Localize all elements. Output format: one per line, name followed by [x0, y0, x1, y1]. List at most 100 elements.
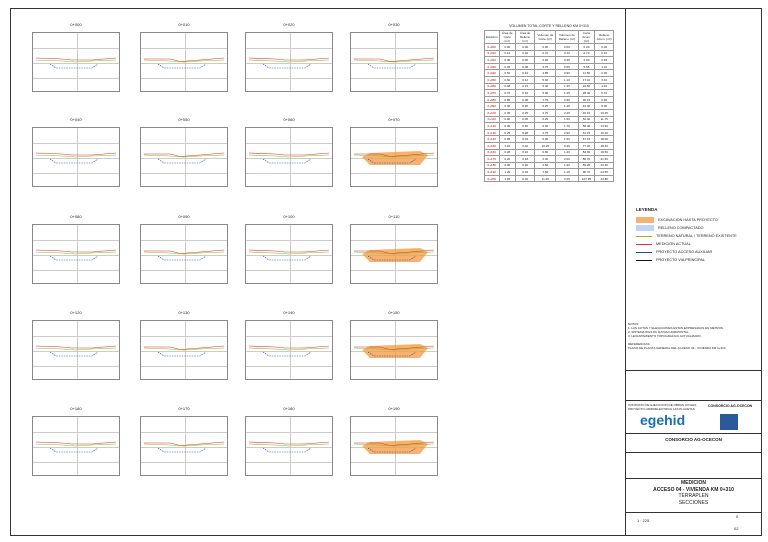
excavation-area: [362, 440, 428, 454]
cross-section: 0+160: [32, 406, 120, 484]
table-cell: 1.50: [555, 115, 579, 124]
measurement-line: [248, 249, 330, 253]
legend-swatch: [636, 243, 652, 245]
drawing-type: MEDICION: [681, 480, 706, 486]
terrain-line: [353, 443, 435, 447]
table-cell: 18.30: [594, 141, 614, 150]
table-cell: 0+130: [484, 128, 500, 137]
terrain-line: [143, 59, 225, 63]
section-profile: [143, 152, 225, 164]
terrain-line: [248, 347, 330, 351]
table-cell: 6.00: [534, 135, 557, 143]
revision-block: [625, 370, 762, 401]
table-cell: 0.30: [498, 161, 516, 170]
section-title: 0+180: [283, 406, 295, 411]
note-line: 3. LEVANTAMIENTO TOPOGRAFICO ACTUALIZADO…: [628, 334, 702, 338]
table-row: 0+040 0.52 0.10 4.85 0.90 11.50 2.00: [484, 69, 614, 77]
consortium-header: CONSORCIO AG-OCECON: [708, 404, 753, 408]
measurement-line: [248, 57, 330, 61]
project-line: [157, 351, 207, 357]
measurement-line: [248, 152, 330, 156]
terrain-line: [353, 59, 435, 63]
cross-section: 0+030: [350, 22, 438, 100]
table-cell: 0+140: [484, 135, 500, 143]
table-row: 0+200 1.05 0.02 11.25 0.25 107.95 24.80: [484, 174, 614, 183]
table-cell: 1.05: [498, 174, 516, 183]
table-row: 0+100 0.35 0.25 3.75 2.25 46.15 10.25: [484, 108, 614, 117]
drawing-sub1: TERRAPLEN: [678, 493, 709, 499]
table-header-row: Estación Área de Corte (m²) Área de Rellen…: [484, 30, 614, 44]
legend-swatch: [636, 259, 652, 261]
project-line: [367, 447, 417, 453]
table-cell: 28.40: [577, 89, 596, 97]
table-cell: 0.10: [514, 69, 536, 77]
table-cell: 1.60: [555, 135, 579, 143]
project-line: [157, 447, 207, 453]
section-title: 0+040: [70, 117, 82, 122]
table-cell: 0+060: [484, 82, 500, 91]
table-cell: 77.40: [577, 141, 596, 150]
table-cell: 0.00: [577, 43, 596, 51]
table-cell: 0+070: [484, 89, 500, 97]
section-profile: [35, 57, 117, 69]
table-cell: 0.30: [555, 141, 579, 150]
project-line: [49, 63, 99, 69]
table-cell: 0.25: [514, 108, 536, 117]
table-cell: 0.30: [514, 122, 536, 130]
egehid-logo: egehid: [640, 412, 686, 428]
table-cell: 0+010: [484, 49, 500, 58]
section-profile: [248, 345, 330, 357]
terrain-line: [353, 154, 435, 158]
table-cell: 0+180: [484, 161, 500, 170]
section-profile: [143, 57, 225, 69]
notes: NOTAS: 1. LAS COTAS Y ELEVACIONES ESTAN …: [628, 322, 756, 350]
table-cell: 0.70: [498, 89, 516, 97]
project-line: [262, 447, 312, 453]
table-cell: 10.25: [594, 108, 614, 117]
table-cell: 0.08: [514, 95, 536, 104]
section-profile: [35, 249, 117, 261]
terrain-line: [353, 251, 435, 255]
measurement-line: [35, 152, 117, 156]
table-cell: 0.14: [498, 49, 516, 58]
table-row: 0+010 0.14 0.02 0.70 0.10 0.70 0.10: [484, 49, 614, 58]
table-cell: 0+100: [484, 108, 500, 117]
table-cell: 0+050: [484, 75, 500, 84]
measurement-line: [144, 441, 225, 446]
table-row: 0+170 0.20 0.18 2.40 2.00 86.70 21.50: [484, 155, 614, 163]
table-cell: 24.55: [594, 168, 614, 176]
project-line: [262, 63, 312, 69]
table-cell: 0.00: [555, 43, 579, 51]
table-cell: 17.10: [577, 75, 596, 84]
cross-section: 0+090: [140, 214, 228, 292]
table-cell: 1.15: [555, 168, 579, 176]
legend-label: EXCAVACION HASTA PROYECTO: [658, 218, 718, 222]
table-row: 0+090 0.40 0.20 6.25 1.40 42.40 8.00: [484, 102, 614, 110]
table-cell: 0.15: [514, 82, 536, 91]
measurement-line: [35, 345, 117, 349]
table-cell: 0.40: [498, 102, 516, 110]
table-cell: 0.30: [498, 122, 516, 130]
legend-item: PROYECTO ACCESO AUXILIAR: [636, 248, 737, 256]
table-cell: 24.80: [594, 174, 614, 183]
table-cell: 22.50: [577, 82, 596, 91]
legend-swatch: [636, 225, 654, 231]
section-title: 0+000: [70, 22, 82, 27]
terrain-line: [248, 251, 330, 255]
terrain-line: [143, 251, 225, 255]
table-header: Corte Acum. (m³): [577, 30, 596, 44]
project-line: [49, 351, 99, 357]
legend-label: PROYECTO VIA PRINCIPAL: [656, 258, 706, 262]
revision: 0: [736, 514, 739, 519]
table-cell: 0+200: [484, 174, 500, 183]
section-profile: [143, 345, 225, 357]
measurement-line: [248, 345, 330, 349]
table-row: 0+180 0.30 0.20 2.50 1.90 89.20 23.40: [484, 161, 614, 170]
table-cell: 2.25: [555, 108, 579, 117]
references-title: REFERENCIAS:: [628, 342, 651, 346]
table-cell: 96.70: [577, 168, 596, 176]
section-title: 0+030: [388, 22, 400, 27]
excavation-area: [362, 248, 428, 262]
terrain-line: [143, 347, 225, 351]
legend-swatch: [636, 235, 652, 237]
